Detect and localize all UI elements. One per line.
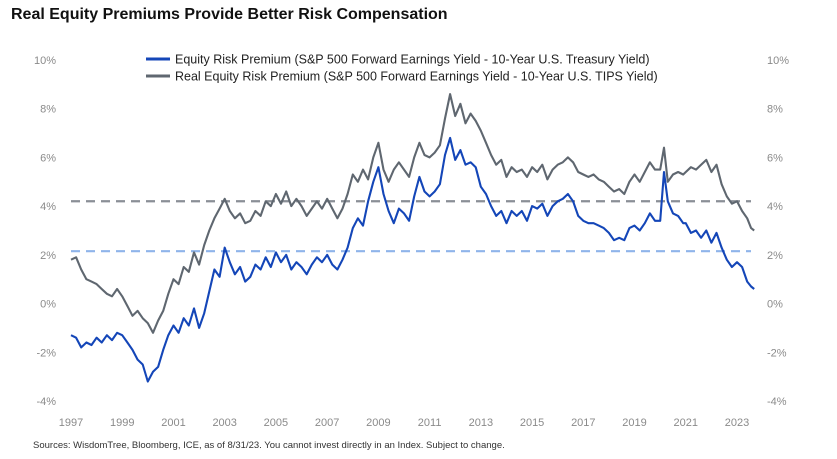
y-tick-label-left: 10% bbox=[34, 55, 56, 67]
y-tick-label-right: 4% bbox=[767, 201, 783, 213]
y-tick-label-left: 6% bbox=[40, 152, 56, 164]
source-note: Sources: WisdomTree, Bloomberg, ICE, as … bbox=[33, 440, 505, 451]
legend-label-0: Equity Risk Premium (S&P 500 Forward Ear… bbox=[175, 53, 650, 67]
y-axis-left: 10% 8% 6% 4% 2% 0% -2% -4% bbox=[34, 55, 56, 408]
y-tick-label-right: 2% bbox=[767, 250, 783, 262]
x-tick-label: 2003 bbox=[212, 417, 236, 429]
x-tick-label: 2021 bbox=[674, 417, 698, 429]
y-axis-right: 10% 8% 6% 4% 2% 0% -2% -4% bbox=[767, 55, 789, 408]
legend: Equity Risk Premium (S&P 500 Forward Ear… bbox=[146, 53, 658, 84]
y-tick-label-left: 0% bbox=[40, 299, 56, 311]
y-tick-label-right: 0% bbox=[767, 299, 783, 311]
x-tick-label: 2019 bbox=[622, 417, 646, 429]
x-axis: 1997 1999 2001 2003 2005 2007 2009 2011 2013 2015… bbox=[59, 417, 749, 429]
x-tick-label: 2005 bbox=[264, 417, 288, 429]
x-tick-label: 2009 bbox=[366, 417, 390, 429]
x-tick-label: 2017 bbox=[571, 417, 595, 429]
x-tick-label: 1997 bbox=[59, 417, 83, 429]
x-tick-label: 2007 bbox=[315, 417, 339, 429]
y-tick-label-right: -2% bbox=[767, 347, 787, 359]
x-tick-label: 2001 bbox=[161, 417, 185, 429]
y-tick-label-right: -4% bbox=[767, 396, 787, 408]
series-line-0 bbox=[70, 136, 755, 383]
legend-label-1: Real Equity Risk Premium (S&P 500 Forwar… bbox=[175, 70, 658, 84]
y-tick-label-left: -2% bbox=[36, 347, 56, 359]
x-tick-label: 2013 bbox=[469, 417, 493, 429]
chart-title: Real Equity Premiums Provide Better Risk… bbox=[11, 6, 448, 23]
x-tick-label: 2023 bbox=[725, 417, 749, 429]
reference-lines bbox=[71, 200, 751, 253]
y-tick-label-left: -4% bbox=[36, 396, 56, 408]
series-lines bbox=[70, 93, 755, 383]
series-line-1 bbox=[70, 93, 755, 334]
y-tick-label-left: 4% bbox=[40, 201, 56, 213]
y-tick-label-left: 8% bbox=[40, 104, 56, 116]
y-tick-label-left: 2% bbox=[40, 250, 56, 262]
y-tick-label-right: 10% bbox=[767, 55, 789, 67]
y-tick-label-right: 6% bbox=[767, 152, 783, 164]
y-tick-label-right: 8% bbox=[767, 104, 783, 116]
x-tick-label: 2011 bbox=[418, 417, 442, 429]
x-tick-label: 1999 bbox=[110, 417, 134, 429]
x-tick-label: 2015 bbox=[520, 417, 544, 429]
